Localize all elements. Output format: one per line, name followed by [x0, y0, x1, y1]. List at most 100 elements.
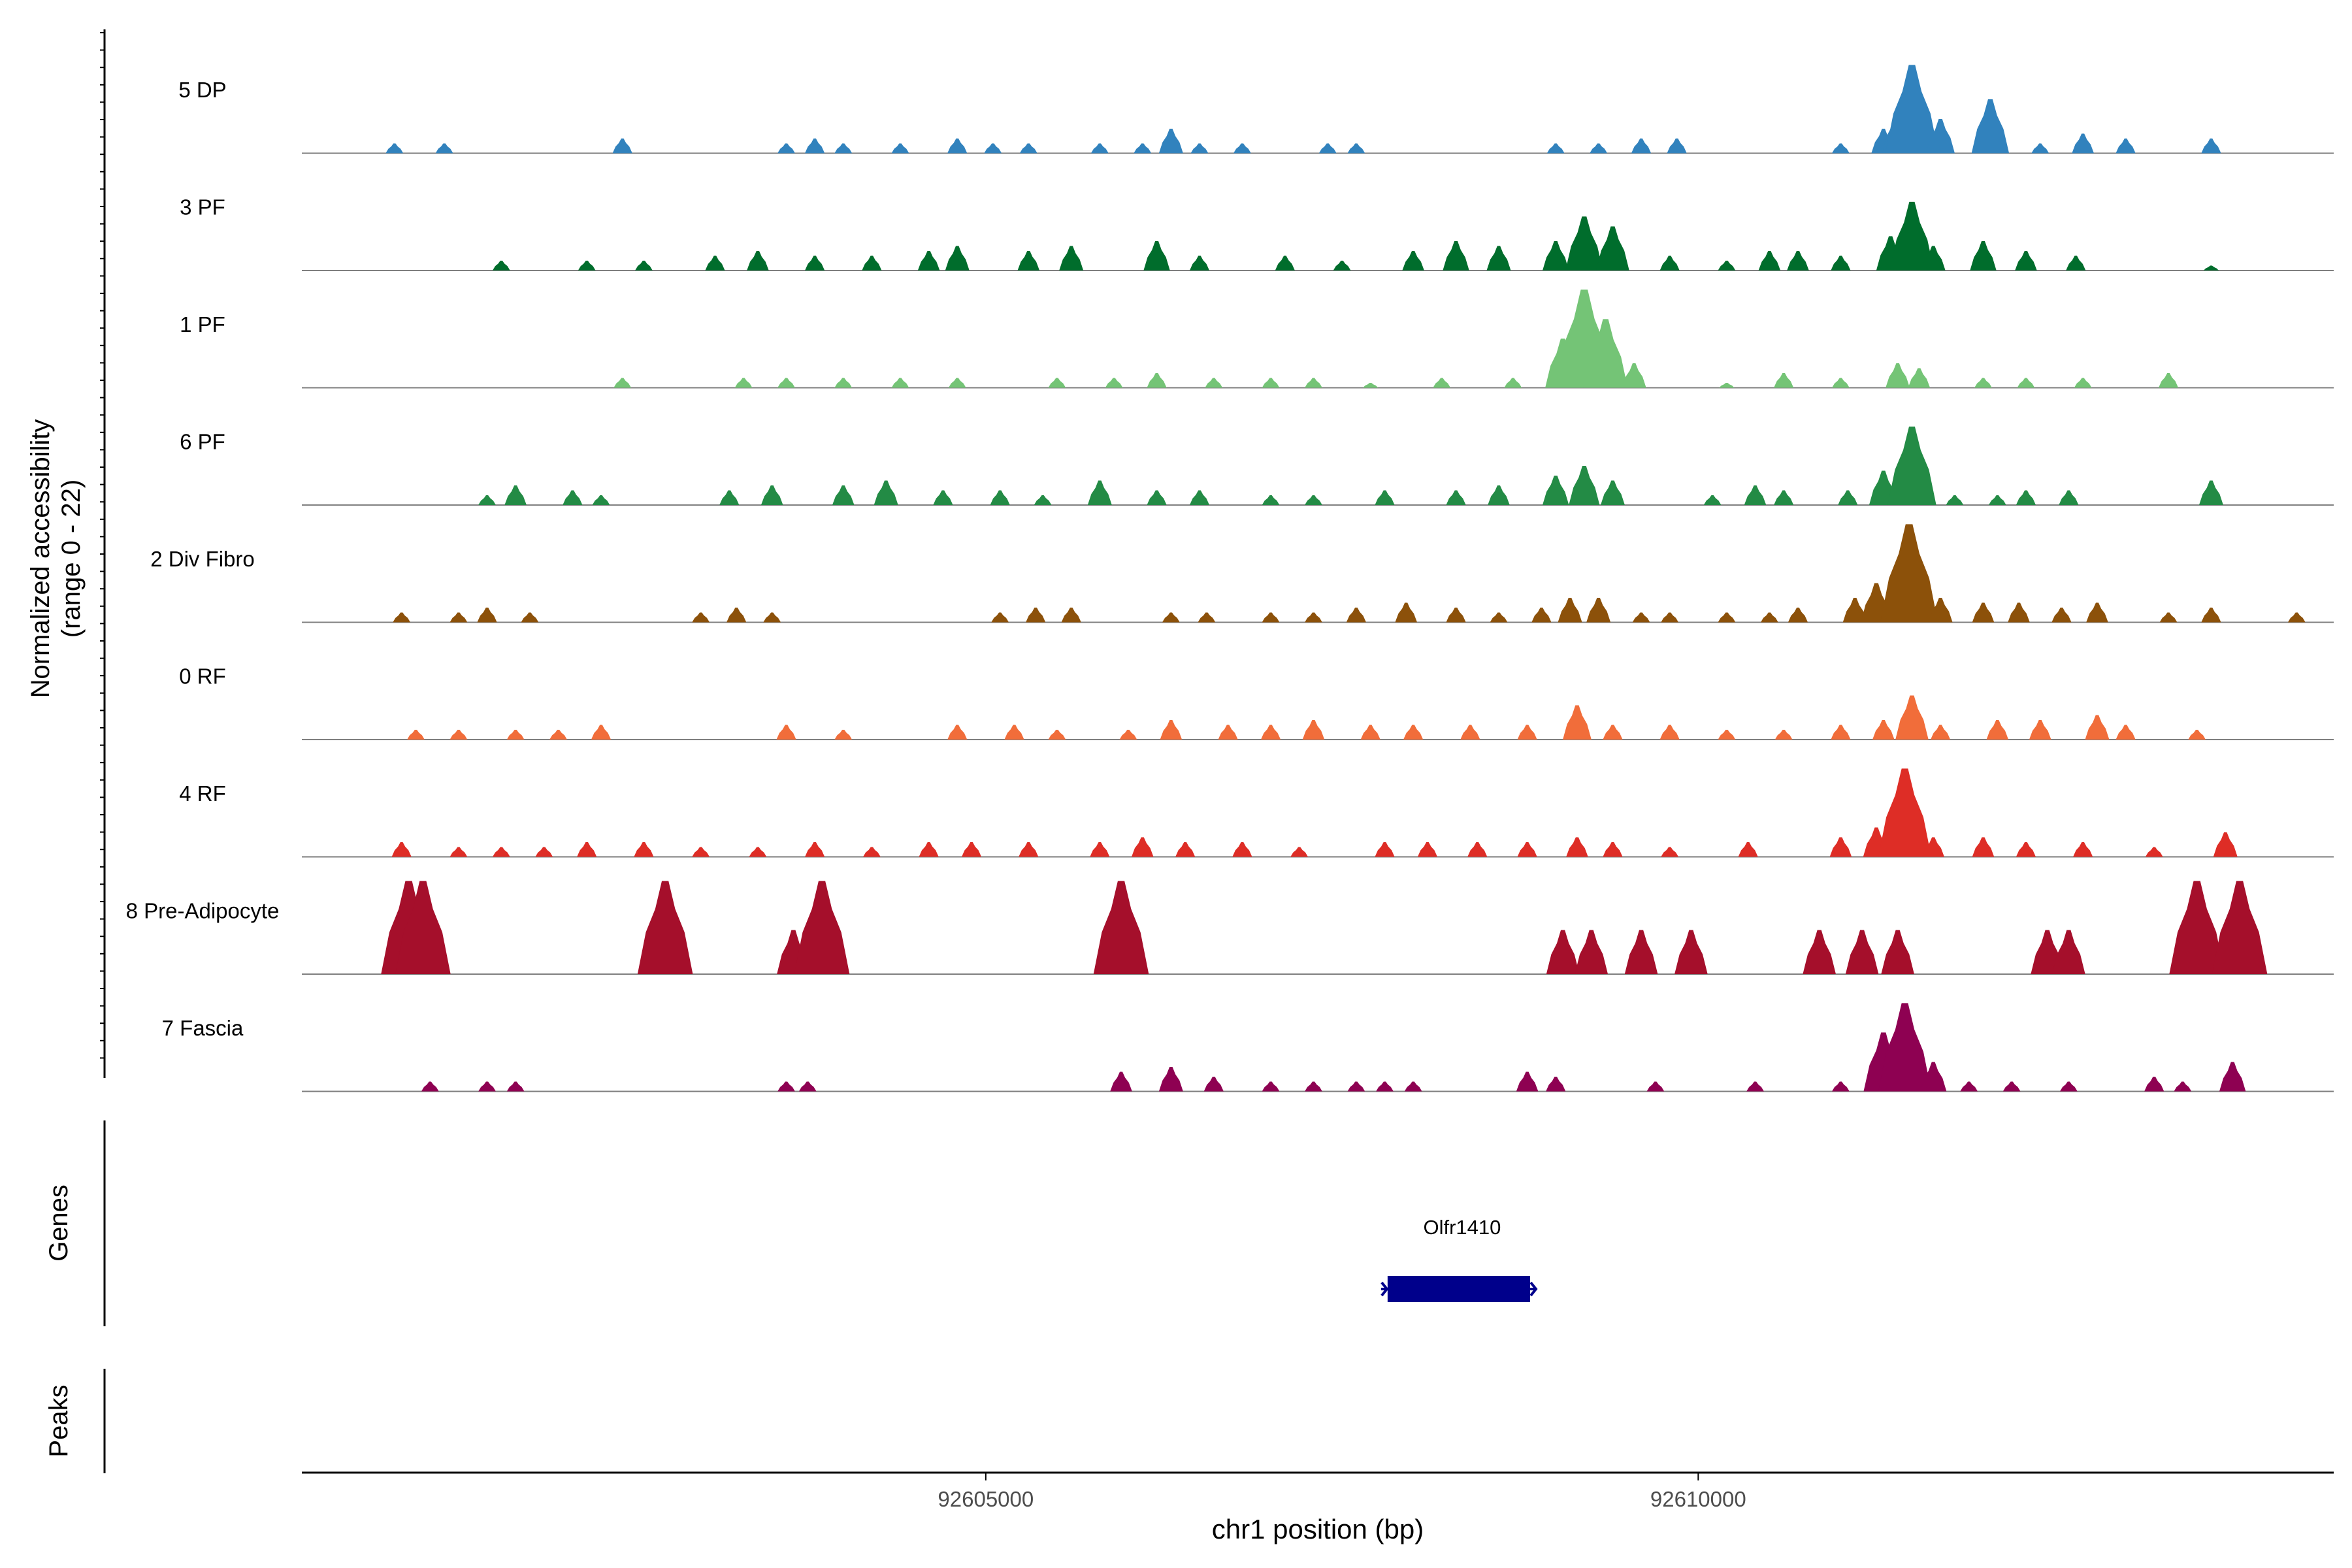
coverage-peak	[1460, 725, 1480, 740]
coverage-peak	[1758, 250, 1781, 270]
coverage-peak	[2008, 602, 2030, 623]
coverage-peak	[1831, 725, 1851, 740]
coverage-peak	[549, 729, 567, 740]
peaks-label: Peaks	[44, 1384, 73, 1457]
coverage-peak	[1290, 847, 1309, 857]
coverage-peak	[1632, 612, 1650, 623]
coverage-peak	[2201, 138, 2221, 154]
coverage-peak	[1110, 1071, 1132, 1092]
coverage-peak	[506, 1081, 525, 1092]
coverage-peak	[891, 143, 909, 154]
coverage-peak	[1575, 930, 1609, 974]
gene-exon	[1387, 1276, 1530, 1302]
coverage-peak	[948, 378, 966, 388]
x-tick-label: 92605000	[938, 1487, 1034, 1511]
coverage-peak	[760, 485, 783, 505]
tracks-layer: 5 DP 3 PF 1 PF 6 PF 2 Div Fibro 0 RF 4 RF 8 Pre…	[126, 65, 2334, 1092]
coverage-peak	[1205, 378, 1223, 388]
track-label: 3 PF	[180, 195, 225, 219]
coverage-peak	[395, 881, 451, 974]
coverage-peak	[1878, 768, 1932, 857]
coverage-peak	[2174, 1081, 2192, 1092]
coverage-peak	[1788, 607, 1808, 623]
coverage-peak	[407, 729, 425, 740]
coverage-peak	[1546, 930, 1580, 974]
coverage-peak	[832, 485, 855, 505]
coverage-peak	[1403, 725, 1424, 740]
coverage-peak	[1738, 841, 1758, 857]
coverage-peak	[961, 841, 982, 857]
coverage-peak	[947, 138, 968, 154]
coverage-peak	[1774, 490, 1794, 505]
coverage-peak	[991, 612, 1009, 623]
coverage-peak	[1787, 250, 1809, 270]
coverage-peak	[1703, 495, 1722, 505]
coverage-peak	[2213, 832, 2238, 857]
coverage-peak	[834, 378, 853, 388]
coverage-peak	[1189, 490, 1210, 505]
gene-name-label: Olfr1410	[1423, 1216, 1501, 1239]
coverage-peak	[1233, 143, 1251, 154]
coverage-peak	[1026, 607, 1046, 623]
coverage-peak	[1774, 729, 1793, 740]
coverage-peak	[862, 847, 881, 857]
coverage-peak	[705, 255, 725, 270]
coverage-peak	[1845, 930, 1879, 974]
coverage-peak	[1375, 490, 1395, 505]
coverage-peak	[1318, 143, 1337, 154]
coverage-peak	[449, 729, 468, 740]
coverage-peak	[1881, 930, 1914, 974]
coverage-peak	[1119, 729, 1137, 740]
coverage-peak	[2052, 930, 2085, 974]
coverage-peak	[1831, 1081, 1850, 1092]
coverage-peak	[1831, 255, 1851, 270]
coverage-peak	[478, 1081, 496, 1092]
coverage-peak	[1543, 240, 1569, 270]
track-4: 2 Div Fibro	[150, 524, 2334, 623]
coverage-peak	[891, 378, 909, 388]
gene-strand-arrow-left	[1380, 1281, 1389, 1297]
coverage-peak	[2072, 133, 2094, 154]
coverage-peak	[2017, 378, 2035, 388]
coverage-peak	[1090, 841, 1110, 857]
coverage-peak	[2051, 607, 2072, 623]
coverage-peak	[1719, 382, 1735, 388]
coverage-peak	[1488, 485, 1510, 505]
track-label: 5 DP	[178, 78, 226, 102]
track-label: 2 Div Fibro	[150, 547, 255, 571]
coverage-peak	[1376, 1081, 1394, 1092]
coverage-peak	[2074, 378, 2092, 388]
coverage-peak	[449, 847, 468, 857]
coverage-peak	[1134, 143, 1152, 154]
coverage-peak	[1667, 138, 1687, 154]
coverage-peak	[805, 138, 825, 154]
coverage-peak	[834, 143, 853, 154]
coverage-peak	[2188, 729, 2206, 740]
coverage-peak	[692, 847, 710, 857]
coverage-peak	[1048, 378, 1066, 388]
coverage-peak	[919, 841, 939, 857]
coverage-peak	[1885, 65, 1939, 154]
coverage-peak	[1131, 837, 1154, 857]
coverage-peak	[1260, 725, 1281, 740]
coverage-peak	[1974, 378, 1992, 388]
coverage-peak	[1467, 841, 1488, 857]
coverage-peak	[1061, 607, 1081, 623]
coverage-peak	[777, 378, 795, 388]
coverage-peak	[421, 1081, 439, 1092]
coverage-peak	[1516, 1071, 1539, 1092]
coverage-peak	[2115, 725, 2136, 740]
coverage-peak	[1878, 1003, 1932, 1092]
coverage-peak	[1946, 495, 1964, 505]
coverage-peak	[1375, 841, 1395, 857]
coverage-peak	[1105, 378, 1123, 388]
coverage-peak	[1546, 143, 1565, 154]
coverage-peak	[2016, 841, 2036, 857]
coverage-peak	[1147, 372, 1167, 388]
coverage-peak	[504, 485, 527, 505]
track-label: 7 Fascia	[162, 1016, 244, 1040]
x-axis-label: chr1 position (bp)	[1212, 1514, 1424, 1544]
gene-strand-arrow-right	[1529, 1281, 1538, 1297]
coverage-peak	[393, 612, 411, 623]
coverage-peak	[2159, 612, 2178, 623]
